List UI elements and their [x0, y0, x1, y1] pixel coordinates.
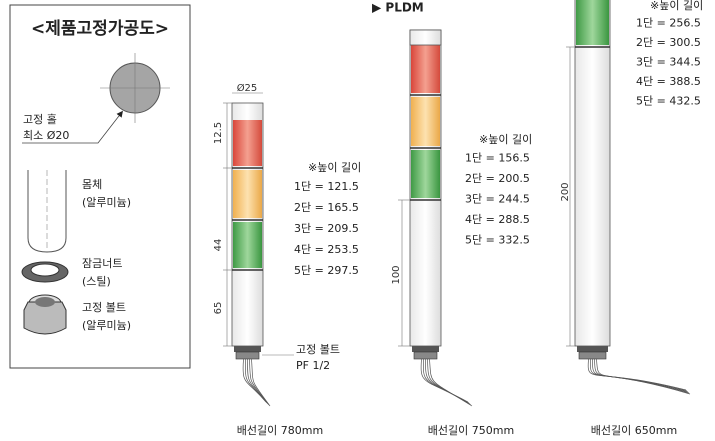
height-row: 1단 = 256.5 — [636, 17, 701, 30]
height-row: 2단 = 200.5 — [465, 172, 530, 185]
height-row: 2단 = 165.5 — [294, 201, 359, 214]
diameter: Ø25 — [237, 82, 258, 94]
bolt-label: 고정 볼트 — [296, 343, 340, 356]
tower-body — [574, 0, 611, 347]
lamp-unit — [233, 170, 262, 218]
lamp-unit — [233, 222, 262, 268]
bolt — [578, 351, 607, 360]
nut — [412, 346, 439, 352]
part-name: 몸체 — [82, 178, 102, 191]
height-row: 2단 = 300.5 — [636, 36, 701, 49]
cable — [247, 358, 269, 405]
bolt — [413, 351, 438, 360]
nut — [234, 346, 261, 352]
height-row: 5단 = 332.5 — [465, 234, 530, 247]
lamp-unit — [411, 97, 440, 146]
hole-label: 고정 홀 — [23, 113, 57, 126]
part-material: (알루미늄) — [82, 195, 131, 209]
dimension: 44 — [213, 239, 224, 252]
cable-length: 배선길이 780mm — [237, 424, 323, 437]
cable — [251, 358, 271, 407]
model-label: ▶ PLDM — [372, 1, 424, 15]
height-row: 4단 = 288.5 — [465, 213, 530, 226]
height-title: ※높이 길이 — [650, 0, 703, 12]
dimension: 65 — [213, 302, 224, 315]
lamp-unit — [411, 150, 440, 198]
cable — [249, 358, 270, 406]
part-material: (알루미늄) — [82, 318, 131, 332]
nut — [577, 346, 608, 352]
height-row: 4단 = 388.5 — [636, 75, 701, 88]
bolt-thread: PF 1/2 — [296, 359, 330, 372]
cable — [427, 358, 472, 406]
lamp-unit — [576, 0, 609, 45]
box-title: <제품고정가공도> — [31, 19, 169, 39]
frame — [9, 4, 191, 369]
height-title: ※높이 길이 — [479, 133, 532, 146]
part-material: (스틸) — [82, 275, 111, 288]
height-row: 5단 = 432.5 — [636, 95, 701, 108]
leader — [22, 110, 123, 144]
height-row: 3단 = 244.5 — [465, 193, 530, 206]
part-name: 고정 볼트 — [82, 301, 126, 314]
bolt-icon — [23, 301, 67, 335]
height-row: 5단 = 297.5 — [294, 264, 359, 277]
height-row: 1단 = 156.5 — [465, 152, 530, 165]
height-row: 3단 = 209.5 — [294, 222, 359, 235]
height-title: ※높이 길이 — [308, 161, 361, 174]
cable-length: 배선길이 650mm — [591, 424, 677, 437]
dimension: 100 — [391, 265, 402, 284]
bolt — [235, 351, 260, 360]
height-row: 1단 = 121.5 — [294, 180, 359, 193]
dimension: 12.5 — [213, 122, 224, 144]
lamp-unit — [233, 120, 262, 166]
lamp-unit — [411, 45, 440, 93]
height-row: 4단 = 253.5 — [294, 243, 359, 256]
nut-hole — [30, 263, 60, 277]
cable — [244, 358, 268, 404]
cable — [596, 358, 691, 395]
bolt-hole — [35, 297, 55, 307]
cap — [409, 29, 442, 46]
cable — [429, 358, 473, 407]
cable-length: 배선길이 750mm — [428, 424, 514, 437]
hole-size: 최소 Ø20 — [23, 129, 69, 142]
height-row: 3단 = 344.5 — [636, 56, 701, 69]
part-name: 잠금너트 — [82, 257, 122, 270]
dimension: 200 — [560, 182, 571, 201]
